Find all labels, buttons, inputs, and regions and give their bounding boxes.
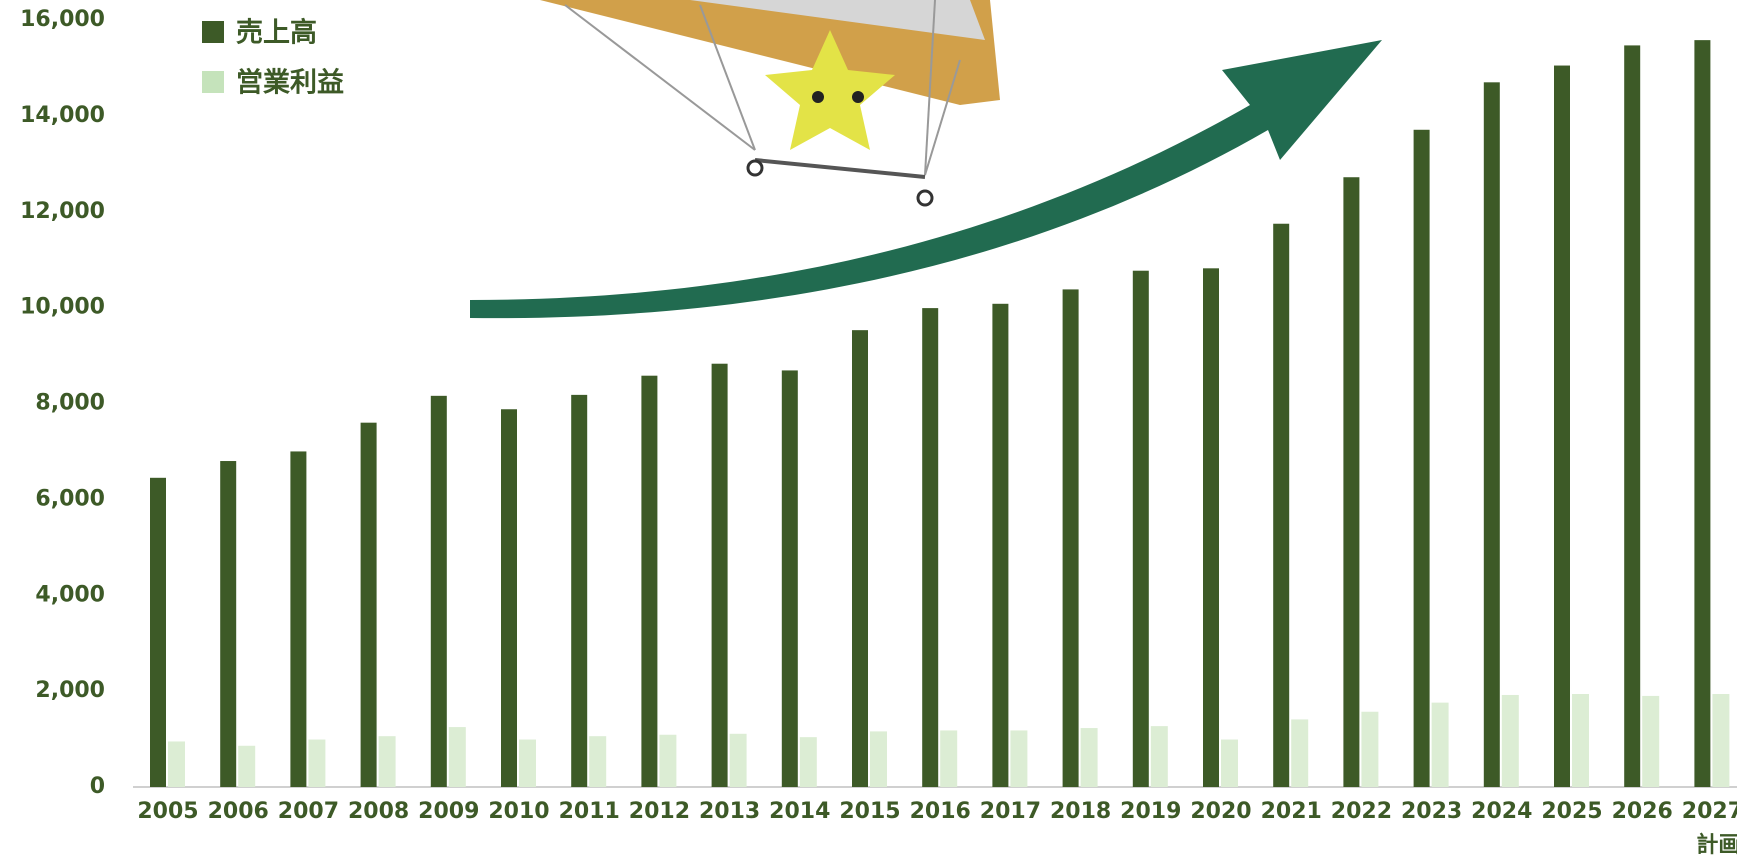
bar — [1343, 177, 1360, 788]
x-tick-label: 2015 — [839, 799, 900, 824]
bar — [1080, 728, 1098, 787]
bar — [1203, 268, 1219, 787]
y-tick-label: 8,000 — [35, 391, 105, 416]
bar — [1062, 289, 1079, 787]
bar — [659, 734, 677, 787]
legend-swatch — [202, 71, 224, 93]
bar — [1501, 694, 1519, 787]
y-tick-label: 0 — [90, 774, 105, 799]
bar — [711, 363, 728, 787]
bar — [1483, 82, 1500, 788]
bar — [238, 745, 256, 787]
bar — [1642, 695, 1660, 787]
x-tick-label: 2022 — [1331, 799, 1392, 824]
x-tick-label: 2026 — [1612, 799, 1673, 824]
x-tick-label: 2012 — [629, 799, 690, 824]
x-tick-label: 2018 — [1050, 799, 1111, 824]
bar — [992, 303, 1009, 787]
growth-arrow — [470, 40, 1382, 319]
bar — [852, 330, 868, 787]
bar — [729, 733, 747, 787]
bar — [220, 461, 237, 787]
bar — [308, 739, 326, 787]
bar — [589, 736, 607, 787]
x-tick-label: 2019 — [1120, 799, 1181, 824]
bar — [519, 739, 536, 787]
bar — [922, 308, 939, 787]
x-tick-label: 2027 — [1682, 799, 1737, 824]
bar — [1624, 45, 1641, 788]
x-tick-label: 2007 — [278, 799, 339, 824]
legend-swatch — [202, 21, 224, 43]
bar — [571, 394, 588, 787]
bar — [1431, 702, 1449, 787]
bar — [1413, 129, 1430, 788]
x-tick-label: 2005 — [137, 799, 198, 824]
x-tick-label: 2023 — [1401, 799, 1462, 824]
x-tick-label: 2006 — [208, 799, 269, 824]
x-tick-label: 2020 — [1190, 799, 1251, 824]
bar — [1291, 719, 1309, 787]
y-tick-label: 12,000 — [20, 199, 105, 224]
legend-label: 売上高 — [236, 17, 317, 49]
bar — [799, 737, 817, 787]
x-tick-label: 2025 — [1541, 799, 1602, 824]
bar — [1572, 694, 1589, 787]
bar — [448, 727, 466, 787]
bar — [1361, 711, 1379, 787]
bar — [1150, 726, 1168, 787]
bar — [501, 409, 517, 787]
y-tick-label: 2,000 — [35, 678, 105, 703]
bar — [1221, 739, 1238, 787]
x-tick-label: 2013 — [699, 799, 760, 824]
bar — [290, 451, 307, 787]
bar — [1712, 694, 1730, 787]
bar — [1273, 223, 1290, 787]
bar — [168, 741, 185, 787]
x-tick-label: 2009 — [418, 799, 479, 824]
y-tick-label: 16,000 — [20, 7, 105, 32]
bar — [1694, 40, 1711, 788]
x-tick-label: 2021 — [1261, 799, 1322, 824]
x-tick-label: 2017 — [980, 799, 1041, 824]
bar — [378, 736, 396, 787]
y-tick-label: 4,000 — [35, 582, 105, 607]
bar — [641, 375, 658, 787]
x-tick-label: 2011 — [559, 799, 620, 824]
legend-label: 営業利益 — [236, 67, 344, 99]
y-tick-label: 10,000 — [20, 295, 105, 320]
mascot — [540, 0, 1000, 207]
bar — [781, 370, 798, 787]
bar — [1554, 65, 1570, 787]
x-tick-label: 2008 — [348, 799, 409, 824]
bar — [430, 395, 447, 787]
x-tick-label: 2014 — [769, 799, 830, 824]
bar — [360, 422, 377, 787]
bar — [1132, 270, 1149, 787]
x-tick-label: 2010 — [488, 799, 549, 824]
y-tick-label: 14,000 — [20, 103, 105, 128]
annotation: 計画 — [1696, 832, 1737, 857]
y-tick-label: 6,000 — [35, 486, 105, 511]
x-tick-label: 2016 — [910, 799, 971, 824]
x-tick-label: 2024 — [1471, 799, 1532, 824]
bar — [150, 477, 166, 787]
bar — [1010, 730, 1028, 787]
bar — [870, 731, 887, 787]
bar — [940, 730, 958, 787]
